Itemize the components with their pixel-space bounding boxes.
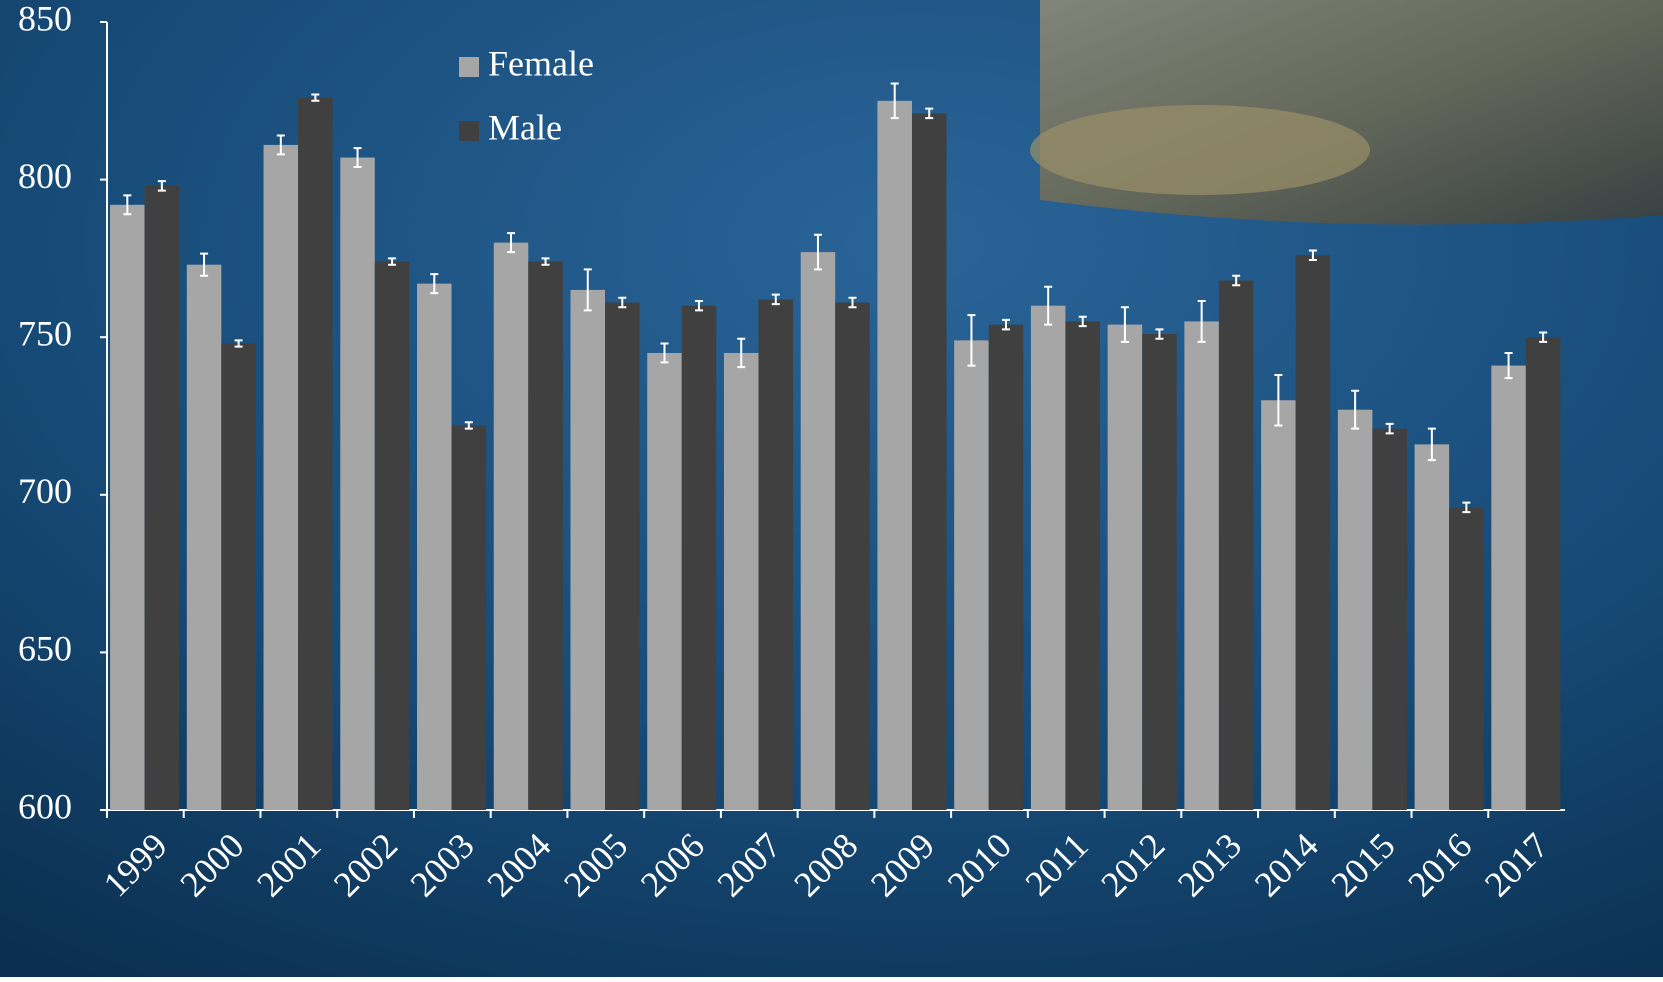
- bar: [758, 299, 794, 810]
- bar: [1218, 280, 1254, 810]
- bar: [1525, 337, 1561, 810]
- error-bar: [123, 194, 132, 216]
- error-bar: [464, 421, 473, 430]
- bar: [340, 157, 375, 810]
- bar: [723, 352, 759, 810]
- bar: [911, 113, 947, 810]
- error-bar: [1197, 299, 1206, 343]
- error-bar: [1001, 318, 1010, 331]
- error-bar: [583, 268, 592, 312]
- error-bar: [234, 339, 243, 348]
- y-tick-label: 600: [18, 786, 72, 826]
- bar: [570, 289, 606, 810]
- bar: [451, 425, 487, 810]
- error-bar: [276, 134, 285, 156]
- bar: [1030, 305, 1066, 810]
- bar: [1337, 409, 1373, 810]
- error-bar: [1351, 389, 1360, 430]
- error-bar: [1120, 306, 1129, 343]
- error-bar: [1385, 422, 1394, 435]
- fish: [1030, 105, 1370, 195]
- bar: [1414, 444, 1450, 810]
- error-bar: [618, 296, 627, 309]
- error-bar: [925, 107, 934, 120]
- bar: [988, 324, 1024, 810]
- error-bar: [771, 293, 780, 306]
- error-bar: [1044, 285, 1053, 326]
- error-bar: [1078, 315, 1087, 328]
- legend-swatch: [459, 121, 479, 141]
- bar: [528, 261, 563, 810]
- bar: [144, 185, 180, 811]
- bar: [374, 261, 410, 810]
- error-bar: [311, 93, 320, 102]
- bar: [1449, 507, 1484, 810]
- bar: [186, 264, 222, 811]
- legend-label: Female: [488, 43, 594, 83]
- legend-swatch: [459, 57, 479, 77]
- bar: [681, 305, 717, 810]
- bar: [1372, 428, 1407, 810]
- error-bar: [541, 257, 550, 266]
- error-bar: [1427, 427, 1436, 462]
- bar: [1065, 321, 1100, 810]
- error-bar: [737, 337, 746, 369]
- bar: [1184, 321, 1219, 810]
- legend-label: Male: [488, 107, 562, 147]
- error-bar: [695, 299, 704, 312]
- y-tick-label: 700: [18, 471, 72, 511]
- error-bar: [1539, 331, 1548, 343]
- bar: [417, 283, 452, 811]
- error-bar: [353, 147, 362, 168]
- bar: [835, 302, 870, 810]
- bar: [877, 100, 912, 811]
- bar: [263, 144, 299, 811]
- bar: [800, 252, 836, 810]
- error-bar: [967, 314, 976, 367]
- error-bar: [507, 232, 516, 254]
- error-bar: [848, 296, 857, 309]
- bar: [1491, 365, 1526, 810]
- y-tick-label: 800: [18, 156, 72, 196]
- error-bar: [200, 252, 209, 277]
- y-tick-label: 750: [18, 313, 72, 353]
- bar: [647, 352, 682, 810]
- error-bar: [157, 180, 166, 192]
- error-bar: [430, 273, 439, 295]
- bar: [954, 340, 989, 810]
- bar: [605, 302, 640, 810]
- error-bar: [1462, 501, 1471, 514]
- error-bar: [660, 342, 669, 364]
- error-bar: [813, 233, 822, 271]
- bar: [1107, 324, 1143, 810]
- y-tick-label: 650: [18, 629, 72, 669]
- error-bar: [1232, 274, 1241, 287]
- error-bar: [890, 82, 899, 120]
- bar: [493, 242, 529, 810]
- error-bar: [1504, 351, 1513, 380]
- bar: [221, 343, 256, 810]
- bar: [110, 204, 145, 811]
- bar: [1142, 334, 1177, 810]
- error-bar: [1274, 374, 1283, 427]
- y-tick-label: 850: [18, 0, 72, 38]
- bar: [1295, 255, 1331, 811]
- error-bar: [388, 257, 397, 266]
- bar: [298, 97, 333, 810]
- bar: [1261, 400, 1296, 810]
- error-bar: [1308, 249, 1317, 261]
- error-bar: [1155, 328, 1164, 340]
